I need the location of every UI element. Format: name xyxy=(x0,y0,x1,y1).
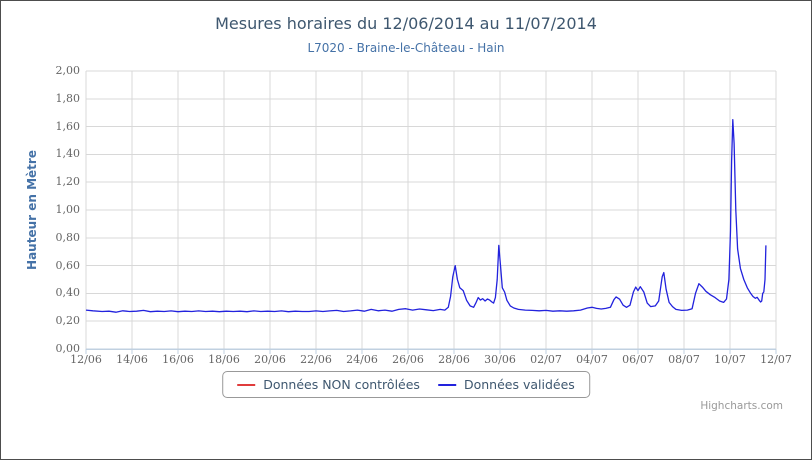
legend-label-validees: Données validées xyxy=(463,377,575,392)
legend-item-donnees-validees[interactable]: Données validées xyxy=(437,377,575,392)
x-tick-label: 24/06 xyxy=(346,353,378,366)
x-tick-label: 12/07 xyxy=(760,353,792,366)
x-tick-label: 02/07 xyxy=(530,353,562,366)
y-tick-label: 0,40 xyxy=(55,286,81,300)
legend: Données NON contrôlées Données validées xyxy=(222,371,590,398)
x-tick-label: 20/06 xyxy=(254,353,286,366)
y-tick-label: 0,60 xyxy=(55,258,81,272)
highcharts-credit[interactable]: Highcharts.com xyxy=(700,400,783,412)
legend-item-donnees-non-controlees[interactable]: Données NON contrôlées xyxy=(237,377,420,392)
x-tick-label: 10/07 xyxy=(714,353,746,366)
x-tick-label: 30/06 xyxy=(484,353,516,366)
x-tick-label: 26/06 xyxy=(392,353,424,366)
chart-title: Mesures horaires du 12/06/2014 au 11/07/… xyxy=(215,14,597,33)
legend-label-non-controlees: Données NON contrôlées xyxy=(263,377,420,392)
y-tick-label: 1,40 xyxy=(55,147,81,161)
x-tick-label: 18/06 xyxy=(208,353,240,366)
plot-area[interactable] xyxy=(85,70,777,361)
x-tick-label: 14/06 xyxy=(116,353,148,366)
y-tick-label: 0,00 xyxy=(55,342,81,355)
red-line-swatch xyxy=(237,383,256,386)
x-tick-label: 08/07 xyxy=(668,353,700,366)
chart-subtitle: L7020 - Braine-le-Château - Hain xyxy=(307,41,505,55)
y-tick-label: 1,00 xyxy=(55,203,81,216)
x-tick-label: 28/06 xyxy=(438,353,470,366)
y-tick-label: 0,20 xyxy=(55,314,81,328)
y-tick-label: 1,20 xyxy=(55,175,81,189)
y-tick-label: 1,80 xyxy=(55,91,81,105)
x-tick-label: 06/07 xyxy=(622,353,654,366)
x-tick-label: 04/07 xyxy=(576,353,608,366)
x-tick-label: 22/06 xyxy=(300,353,332,366)
series-line xyxy=(85,119,767,313)
x-tick-label: 12/06 xyxy=(70,353,102,366)
x-tick-label: 16/06 xyxy=(162,353,194,366)
y-tick-label: 2,00 xyxy=(55,64,81,77)
blue-line-swatch xyxy=(437,383,456,386)
y-tick-label: 0,80 xyxy=(55,230,81,244)
y-tick-label: 1,60 xyxy=(55,119,81,133)
